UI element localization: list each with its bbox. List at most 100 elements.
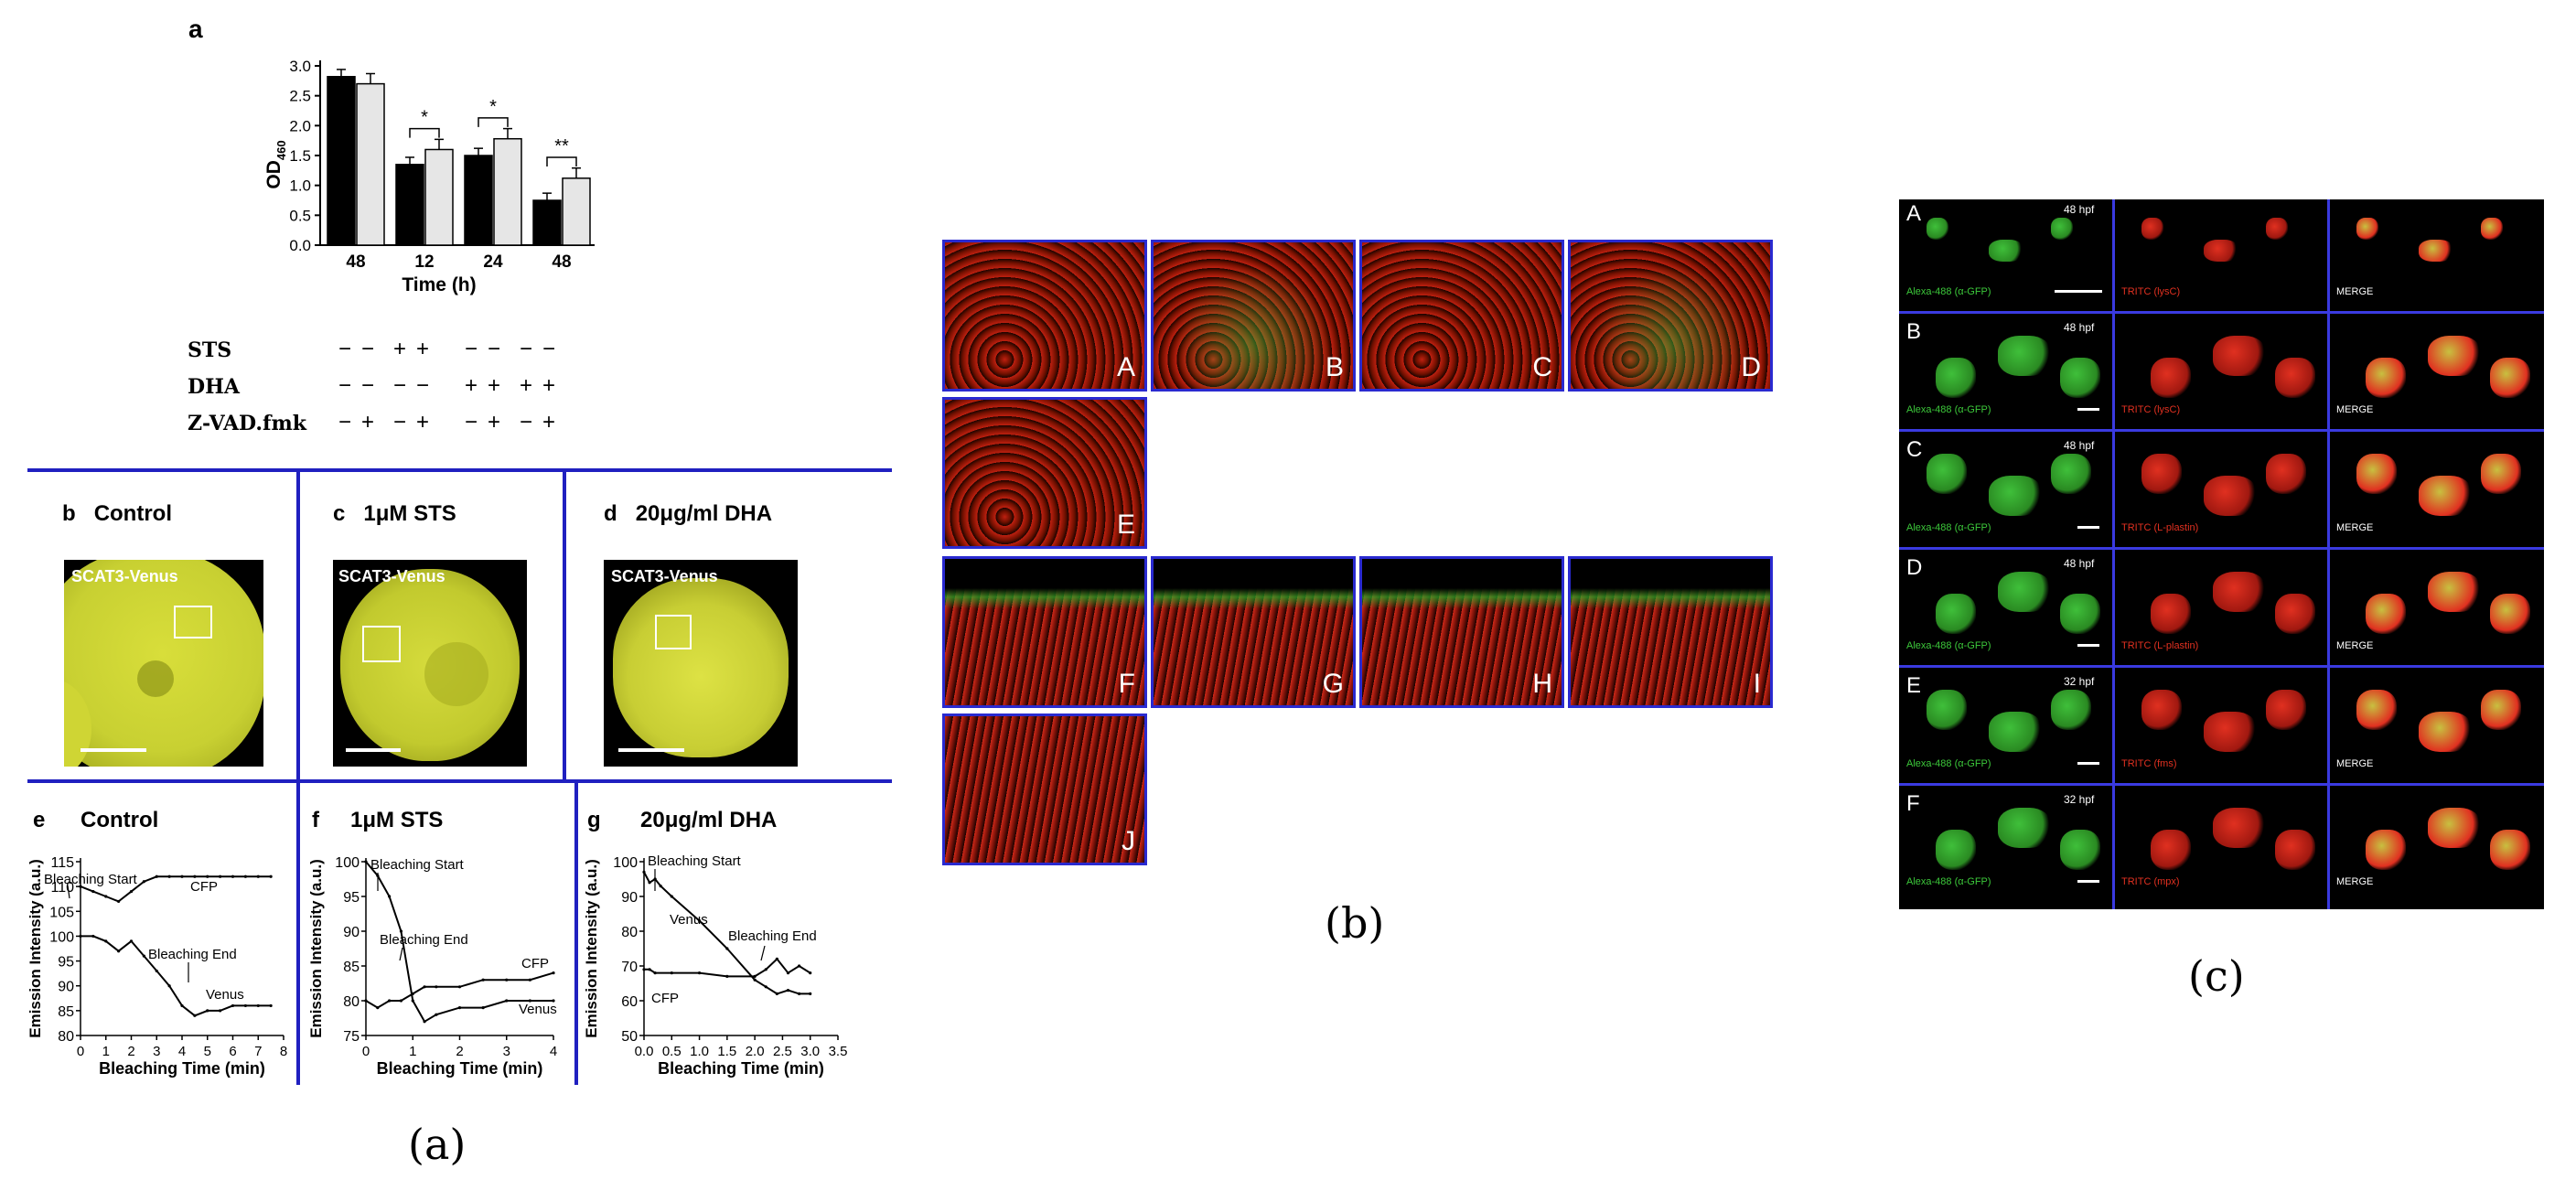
bar <box>424 148 454 246</box>
data-point <box>798 964 801 968</box>
merge-label: MERGE <box>2336 758 2374 769</box>
data-point <box>642 870 646 874</box>
tissue-image-a: A <box>942 240 1147 392</box>
y-tick-label: 1.0 <box>289 177 311 195</box>
y-tick-label: 0.0 <box>289 237 311 254</box>
bar <box>532 199 562 246</box>
x-tick-label: 2 <box>456 1044 463 1059</box>
significance-bracket <box>546 156 577 166</box>
trace-title: Control <box>80 808 158 832</box>
x-tick-label: 3 <box>503 1044 510 1059</box>
row-letter: F <box>1906 791 1920 816</box>
red-cell-blob <box>2141 218 2163 240</box>
x-axis-label: Bleaching Time (min) <box>99 1059 265 1078</box>
x-tick-label: 0.5 <box>662 1044 682 1059</box>
merge-cell-blob <box>2356 218 2378 240</box>
series-line <box>80 875 272 903</box>
data-point <box>505 999 509 1003</box>
data-point <box>411 999 414 1003</box>
data-point <box>423 1020 426 1024</box>
x-tick-label: 0 <box>77 1044 84 1059</box>
x-tick-label: 2.5 <box>773 1044 792 1059</box>
green-cell-blob <box>1936 594 1976 634</box>
data-point <box>786 989 790 992</box>
merge-cell-blob <box>2419 712 2472 752</box>
data-point <box>399 999 403 1003</box>
green-cell-blob <box>1998 808 2051 848</box>
y-tick-label: 90 <box>58 980 74 995</box>
y-axis-label: Emission Intensity (a.u.) <box>27 859 44 1038</box>
x-tick-label: 2.0 <box>746 1044 765 1059</box>
annotation: Bleaching Start <box>370 857 465 873</box>
treatment-sign: − <box>361 337 375 361</box>
data-point <box>809 992 812 995</box>
tissue-image-letter: F <box>1118 669 1135 699</box>
grid-separator-v <box>2327 199 2330 909</box>
green-cell-blob <box>2051 454 2091 494</box>
trace-letter: e <box>33 808 45 832</box>
red-channel-label: TRITC (fms) <box>2121 758 2177 769</box>
series-line <box>365 971 554 1009</box>
treatment-sign: + <box>520 373 533 398</box>
data-point <box>231 874 235 878</box>
data-point <box>435 1013 438 1016</box>
green-cell-blob <box>2051 218 2073 240</box>
tissue-image-letter: D <box>1741 352 1761 382</box>
annotation: CFP <box>190 879 218 895</box>
green-cell-blob <box>2060 594 2100 634</box>
bar <box>464 155 493 246</box>
tissue-image-letter: A <box>1116 352 1135 382</box>
red-cell-blob <box>2275 594 2315 634</box>
red-cell-blob <box>2275 830 2315 870</box>
tissue-image-letter: G <box>1322 669 1344 699</box>
treatment-sign: − <box>393 373 407 398</box>
data-point <box>457 1006 462 1010</box>
row-letter: D <box>1906 555 1923 580</box>
trace-letter: g <box>587 808 601 832</box>
divider-v3 <box>574 783 578 1085</box>
trace-title: 1μM STS <box>350 808 443 832</box>
green-cell-blob <box>2060 830 2100 870</box>
trace-title: 20μg/ml DHA <box>640 808 777 832</box>
annotation: Venus <box>670 912 708 928</box>
image-panel-title: 20μg/ml DHA <box>635 501 773 526</box>
merge-cell-blob <box>2490 358 2530 398</box>
x-tick-label: 1.5 <box>717 1044 736 1059</box>
caption-c: (c) <box>2188 951 2245 1001</box>
x-axis-label: Bleaching Time (min) <box>377 1059 543 1078</box>
data-point <box>167 984 171 988</box>
annotation: Bleaching Start <box>648 853 742 869</box>
scale-bar <box>2055 290 2102 293</box>
cell-image-sts: SCAT3-Venus <box>333 560 527 767</box>
data-point <box>269 1003 273 1008</box>
data-point <box>79 934 82 939</box>
data-point <box>142 954 145 958</box>
image-panel-letter: d <box>604 501 617 526</box>
treatment-sign: + <box>488 410 501 435</box>
tissue-image-letter: H <box>1532 669 1552 699</box>
treatment-sign: − <box>338 410 352 435</box>
row-letter: E <box>1906 673 1922 698</box>
data-point <box>117 899 121 904</box>
merge-cell-blob <box>2356 454 2397 494</box>
data-point <box>256 874 260 878</box>
treatment-sign: − <box>465 337 478 361</box>
image-label: SCAT3-Venus <box>611 567 718 585</box>
data-point <box>528 999 531 1003</box>
red-cell-blob <box>2266 690 2306 730</box>
row-time: 32 hpf <box>2064 675 2095 688</box>
y-tick-label: 95 <box>343 890 360 906</box>
row-time: 32 hpf <box>2064 793 2095 806</box>
panel-b: A B C D E F G H I J <box>942 240 1775 971</box>
x-tick-label: 3 <box>153 1044 160 1059</box>
green-cell-blob <box>1936 830 1976 870</box>
treatment-name: Z-VAD.fmk <box>188 412 306 435</box>
annotation-arrow <box>67 885 70 899</box>
green-cell-blob <box>1989 240 2023 262</box>
x-tick-label: 3.5 <box>829 1044 848 1059</box>
merge-cell-blob <box>2366 594 2406 634</box>
data-point <box>243 1003 247 1008</box>
green-cell-blob <box>1989 476 2042 516</box>
data-point <box>552 971 555 975</box>
treatment-sign: − <box>338 373 352 398</box>
